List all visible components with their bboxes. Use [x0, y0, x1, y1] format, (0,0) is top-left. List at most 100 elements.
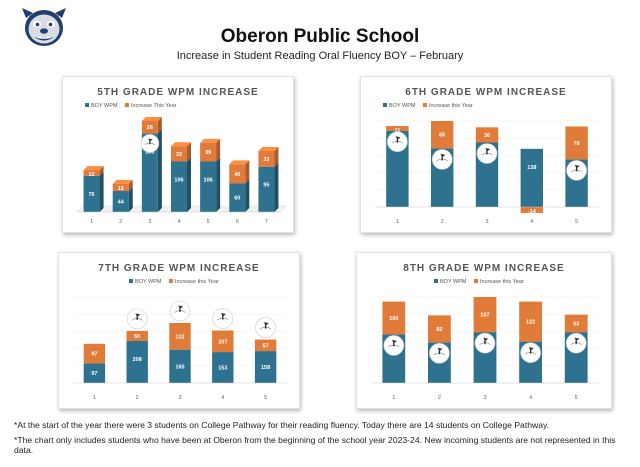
chart0-bar-boy-5 [229, 183, 246, 212]
chart1-bar-inc-3 [520, 207, 543, 213]
chart0-label-boy-1: 44 [118, 200, 125, 206]
chart2-bar-boy-1 [126, 340, 148, 383]
chart0-label-inc-2: 26 [147, 125, 153, 131]
chart3-bar-inc-1 [428, 315, 451, 343]
chart3-tick-4: 5 [575, 395, 578, 401]
chart2-tick-2: 3 [178, 395, 181, 401]
chart2-pathway-icon-4-cap [263, 322, 269, 326]
chart1-bar-inc-0 [386, 126, 409, 131]
chart2-title: 7TH GRADE WPM INCREASE [98, 263, 259, 274]
chart0-tick-6: 7 [265, 219, 268, 225]
chart0-label-inc-6: 33 [263, 157, 269, 163]
chart3-pathway-icon-0-cap [392, 339, 397, 344]
chart1-label-inc-4: 78 [574, 141, 580, 147]
chart3-label-inc-1: 82 [436, 327, 442, 333]
chart1-legend-label-1: Increase this Year [429, 103, 473, 109]
chart0-title: 5TH GRADE WPM INCREASE [97, 87, 258, 98]
chart0-tick-1: 2 [119, 219, 122, 225]
chart3-bar-inc-0 [382, 301, 406, 335]
chart1-tick-4: 5 [575, 219, 578, 225]
chart0-bar-top-1 [112, 179, 133, 184]
chart3-pathway-icon-2-cap [483, 337, 489, 342]
chart2-bar-boy-2 [169, 349, 191, 383]
chart2-label-boy-2: 165 [175, 364, 184, 370]
chart0-bar-boy-4 [200, 161, 217, 212]
chart2-label-boy-4: 158 [261, 365, 270, 371]
chart1-pathway-icon-1 [431, 149, 453, 170]
chart3-pathway-icon-4-figure [575, 340, 577, 345]
chart1-pathway-icon-1-figure [441, 156, 443, 161]
chart1-tick-2: 3 [485, 219, 488, 225]
chart3-pathway-icon-1 [429, 342, 450, 364]
chart0-label-boy-3: 106 [174, 177, 183, 183]
chart1-pathway-icon-0-figure [396, 138, 399, 143]
chart1-label-inc-3: -14 [528, 209, 537, 215]
chart0-label-inc-0: 12 [89, 172, 95, 178]
chart0-bar-boy-3 [170, 161, 188, 212]
chart3-tick-0: 1 [392, 395, 395, 401]
chart0-bar-boy-2 [141, 133, 158, 212]
chart0-bar-boy-side-3 [187, 157, 192, 212]
chart1-legend-swatch-1 [423, 103, 427, 107]
chart-8th-grade-svg: 8TH GRADE WPM INCREASE BOY WPM Increase th… [371, 263, 599, 401]
chart3-pathway-icon-0 [383, 335, 405, 356]
chart0-bar-boy-side-6 [274, 162, 279, 212]
chart-5th-grade: 5TH GRADE WPM INCREASE BOY WPM Increase Th… [62, 76, 294, 233]
chart3-label-inc-4: 53 [573, 321, 579, 327]
chart1-pathway-icon-2 [476, 143, 498, 164]
chart0-bar-inc-1 [112, 183, 129, 192]
chart-7th-grade-svg: 7TH GRADE WPM INCREASE BOY WPM Increase th… [73, 263, 287, 401]
chart2-pathway-icon-1-cap [135, 313, 141, 317]
chart2-label-boy-1: 208 [133, 357, 142, 363]
chart0-bar-boy-side-2 [157, 129, 162, 212]
chart0-pathway-icon-2-figure [149, 140, 151, 145]
chart0-tick-5: 6 [236, 219, 239, 225]
chart1-legend-label-0: BOY WPM [389, 103, 416, 109]
chart1-pathway-icon-1-cap [440, 153, 446, 158]
chart3-legend-swatch-0 [434, 279, 438, 283]
chart1-label-inc-0: 11 [394, 128, 400, 134]
chart0-legend-swatch-1 [125, 103, 129, 107]
chart3-label-inc-3: 122 [526, 320, 535, 326]
chart0-bar-boy-side-4 [216, 157, 221, 212]
chart2-bar-inc-4 [254, 339, 277, 352]
chart0-bar-inc-3 [170, 146, 188, 162]
chart1-label-inc-2: 36 [484, 133, 490, 139]
chart2-pathway-icon-2-cap [178, 305, 184, 309]
chart3-label-inc-0: 100 [389, 316, 398, 322]
chart0-bar-inc-side-2 [157, 117, 162, 134]
chart3-bar-inc-3 [519, 301, 542, 342]
chart1-title: 6TH GRADE WPM INCREASE [405, 87, 566, 98]
chart2-pathway-icon-2 [169, 300, 191, 322]
chart0-bar-inc-4 [200, 142, 217, 162]
chart2-pathway-icon-1-figure [136, 315, 138, 320]
footnote-2: *The chart only includes students who ha… [14, 434, 616, 456]
chart0-label-inc-4: 39 [205, 150, 211, 156]
footnotes: *At the start of the year there were 3 s… [14, 420, 630, 460]
chart0-tick-4: 5 [207, 219, 210, 225]
chart1-pathway-icon-4-cap [574, 164, 580, 169]
chart2-pathway-icon-3 [212, 308, 234, 329]
chart0-legend-swatch-0 [85, 103, 89, 107]
chart3-label-inc-2: 107 [480, 313, 489, 319]
chart0-tick-0: 1 [90, 219, 93, 225]
chart0-legend-label-0: BOY WPM [91, 103, 118, 109]
chart0-label-boy-5: 60 [234, 196, 240, 202]
chart3-bar-inc-4 [564, 314, 588, 333]
chart0-pathway-icon-2-cap [148, 138, 153, 142]
chart0-bar-boy-side-0 [99, 171, 104, 212]
chart2-label-boy-3: 153 [218, 366, 227, 372]
chart0-bar-top-5 [229, 160, 250, 165]
chart2-legend-label-1: Increase this Year [175, 279, 219, 285]
chart2-pathway-icon-4-figure [264, 324, 267, 329]
chart2-legend-label-0: BOY WPM [135, 279, 162, 285]
footnote-1: *At the start of the year there were 3 s… [14, 420, 550, 430]
chart2-label-inc-2: 132 [175, 334, 184, 340]
chart0-bar-boy-side-5 [245, 179, 250, 212]
chart0-tick-3: 4 [177, 219, 180, 225]
chart0-bar-top-4 [200, 138, 221, 143]
chart2-bar-inc-0 [83, 343, 106, 364]
chart0-bar-inc-side-1 [128, 179, 133, 192]
chart1-tick-3: 4 [530, 219, 533, 225]
chart2-pathway-icon-3-figure [222, 315, 224, 320]
